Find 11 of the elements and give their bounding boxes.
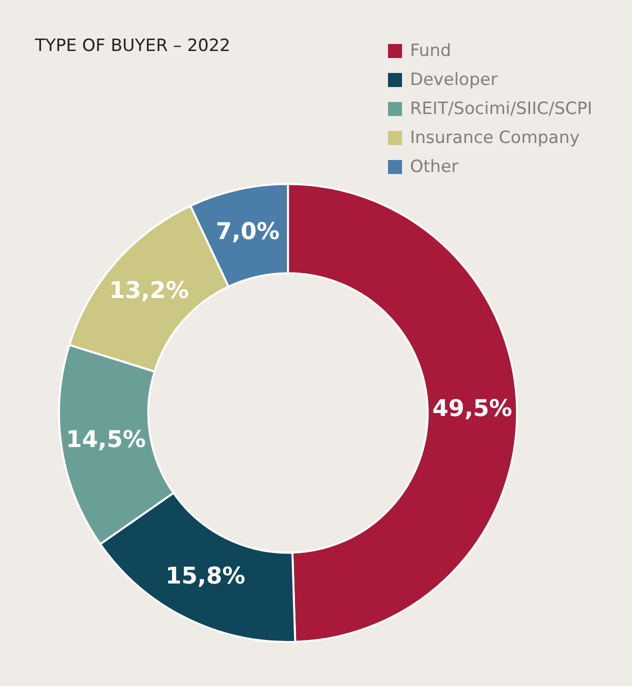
data-label: 14,5%: [66, 427, 146, 454]
data-label: 15,8%: [165, 564, 246, 590]
data-label: 7,0%: [216, 219, 280, 246]
legend-label: Other: [410, 156, 458, 176]
legend-label: Developer: [410, 70, 498, 90]
data-label: 13,2%: [109, 278, 189, 304]
legend-label: REIT/Socimi/SIIC/SCPI: [410, 98, 592, 118]
data-label: 49,5%: [432, 396, 512, 422]
legend-label: Fund: [410, 40, 452, 60]
legend-label: Insurance Company: [410, 128, 580, 148]
chart-title: TYPE OF BUYER – 2022: [35, 36, 230, 56]
